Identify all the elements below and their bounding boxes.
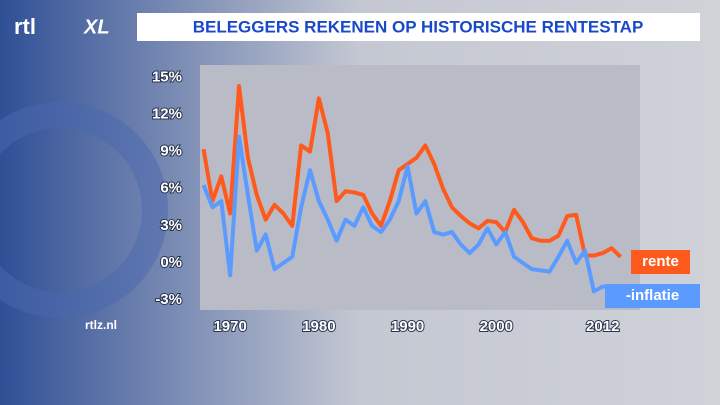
- logo-suffix: XL: [83, 16, 110, 38]
- y-tick-label: 15%: [152, 68, 182, 85]
- y-tick-label: 9%: [160, 143, 182, 160]
- series-line: [201, 134, 621, 294]
- x-tick-label: 1980: [302, 318, 335, 335]
- x-tick-label: 1970: [213, 318, 246, 335]
- legend-swatch: [605, 284, 700, 308]
- x-tick-label: 2012: [586, 318, 619, 335]
- y-tick-label: 12%: [152, 105, 182, 122]
- plot-area: [200, 65, 640, 310]
- source: rtlz.nl: [85, 318, 117, 332]
- legend-label: -inflatie: [626, 287, 679, 304]
- y-tick-label: 3%: [160, 217, 182, 234]
- chart-title: BELEGGERS REKENEN OP HISTORISCHE RENTEST…: [193, 17, 644, 36]
- y-tick-label: 6%: [160, 180, 182, 197]
- logo: rtl: [14, 14, 36, 39]
- x-tick-label: 1990: [391, 318, 424, 335]
- y-tick-label: 0%: [160, 254, 182, 271]
- euro-shape: [0, 102, 168, 318]
- legend-label: rente: [642, 253, 679, 270]
- series-line: [201, 84, 622, 259]
- legend-swatch: [631, 250, 690, 274]
- y-tick-label: -3%: [155, 291, 182, 308]
- title-bar: [137, 13, 700, 41]
- x-tick-label: 2000: [480, 318, 513, 335]
